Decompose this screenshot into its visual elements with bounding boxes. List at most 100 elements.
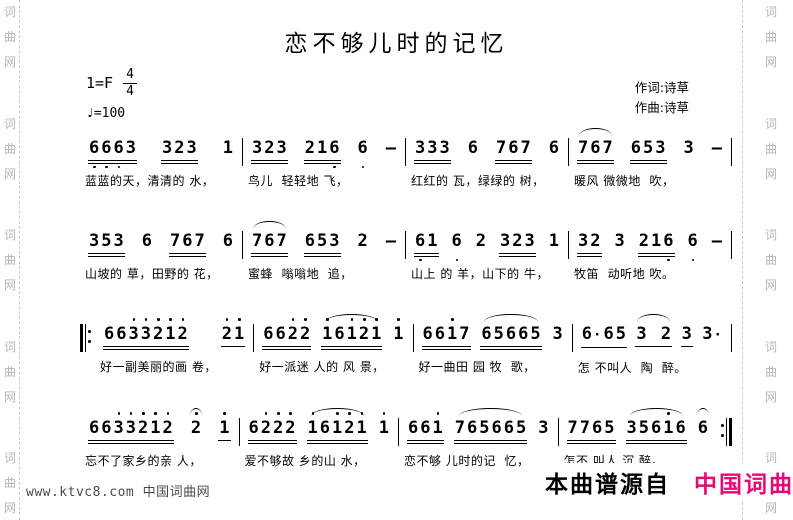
note: 1 [378, 412, 390, 438]
note: 6 [434, 324, 445, 344]
lyrics-line: 山上 的 羊，山下的 牛， [411, 267, 549, 281]
note-group: 3 2 [634, 314, 673, 347]
octave-dot-high [304, 318, 307, 321]
octave-dot-high [264, 412, 268, 415]
note: 6 [88, 138, 100, 168]
note: 3 [439, 138, 450, 158]
beam-line [306, 440, 368, 441]
barline [405, 138, 406, 166]
note: 1 [662, 412, 674, 438]
note: 6 [651, 418, 662, 438]
beam-line [103, 349, 189, 350]
note: 2 [343, 412, 355, 438]
note: 6 [275, 324, 286, 344]
beam-line [88, 253, 125, 254]
measure: 6 6 1 7 6 5 6 6 5 3 恋不够 儿时的记 忆， [399, 406, 558, 469]
beam-line [566, 440, 616, 441]
lyrics-line: 好一副美丽的画 卷， [100, 360, 217, 374]
octave-dot-high [277, 412, 280, 415]
measure: 6 6 1 7 6 5 6 6 5 3 好一曲田 园 牧 歌， [414, 312, 572, 375]
octave-dot-low [455, 258, 459, 261]
octave-dot-low [691, 258, 695, 261]
note: 3 [276, 138, 287, 158]
octave-dot-high [291, 318, 295, 321]
note: 6 [263, 324, 274, 344]
lyrics-line: 恋不够 儿时的记 忆， [404, 454, 530, 468]
beam-line [88, 443, 174, 444]
duration-dot: · [593, 327, 602, 343]
note: 3 [500, 231, 511, 251]
repeat-barline [721, 418, 732, 446]
note: 5 [317, 231, 328, 251]
beam-line [580, 347, 627, 348]
beam-line [577, 256, 602, 257]
watermark-char: 曲 [764, 141, 777, 156]
beam-line [218, 440, 231, 441]
notes-row: 3 2 3 2 1 6 6— [248, 126, 400, 170]
barline [731, 231, 732, 259]
slur-arc [484, 314, 538, 322]
note: 6 [675, 418, 686, 438]
watermark-char: 网 [3, 166, 16, 181]
lyrics-line: 蜜蜂 嗡嗡地 追， [248, 267, 353, 281]
system-row: 6 6 3 3 2 1 2 2 1 忘不了家乡的亲 人， 6 2 2 2 1 6 1 2 1 1 爱不够故 乡的山 水，… [80, 406, 732, 469]
tempo-value: =100 [93, 106, 126, 122]
note: 3 [683, 138, 694, 158]
beam-line [321, 346, 383, 347]
note: 6 [422, 324, 433, 344]
octave-dot-high [667, 412, 670, 415]
note: 7 [170, 231, 181, 251]
note-group: 3 [551, 324, 565, 344]
beam-line [499, 253, 536, 254]
watermark-char: 词 [764, 228, 777, 242]
note: 1 [392, 318, 404, 344]
beam-line [169, 256, 206, 257]
watermark-char: 曲 [764, 253, 777, 267]
key-signature: 1=F [86, 74, 114, 93]
note: 2 [475, 231, 486, 251]
note: 3 [89, 231, 100, 251]
measure: 6· 6 5 3 2 3 3· 怎 不叫人 陶 醉。 [573, 312, 731, 376]
note: 3 [329, 231, 340, 251]
octave-dot-high [350, 318, 354, 321]
octave-dot-low [333, 165, 336, 168]
beam-line [88, 160, 137, 161]
note-group: 6· 6 5 [580, 324, 628, 348]
note: 1 [651, 231, 662, 251]
note: 2 [174, 138, 185, 158]
measure: 7 7 6 5 3 5 6 1 6 6 怎不 叫人 沉 醉。 [559, 406, 718, 469]
system-row: 3 5 3 6 7 6 7 6 山坡的 草，田野的 花， 7 6 7 6 5 3 2— 蜜蜂 嗡嗡地 追， 6 1 6… [80, 219, 732, 282]
beam-line [251, 163, 288, 164]
barline [731, 324, 732, 352]
note: 6 [548, 138, 559, 158]
beam-line [220, 346, 246, 347]
beam-line [251, 256, 288, 257]
watermark-char: 曲 [3, 30, 16, 44]
note-group: 3 [680, 324, 694, 347]
note: 6 [89, 418, 100, 438]
notes-row: 7 6 7 6 5 3 2— [248, 219, 400, 263]
watermark-text: 词曲网 [763, 118, 779, 180]
note: 5 [530, 324, 541, 344]
site-url-link[interactable]: www.ktvc8.com 中国词曲网 [26, 485, 211, 500]
note: 3 [415, 138, 426, 158]
beam-line [566, 443, 616, 444]
note-group: — [384, 231, 398, 251]
composer-credit: 作曲:诗草 [634, 100, 689, 115]
barline [571, 324, 573, 352]
note: 1 [233, 318, 245, 344]
note: 5 [479, 418, 490, 438]
octave-dot-high [326, 318, 329, 321]
octave-dot-high [348, 412, 351, 415]
lyrics-line: 怎 不叫人 陶 醉。 [577, 361, 687, 375]
song-title: 恋不够儿时的记忆 [284, 31, 509, 57]
barline [568, 231, 569, 259]
slur-arc [629, 408, 683, 416]
note: 2 [177, 318, 189, 344]
